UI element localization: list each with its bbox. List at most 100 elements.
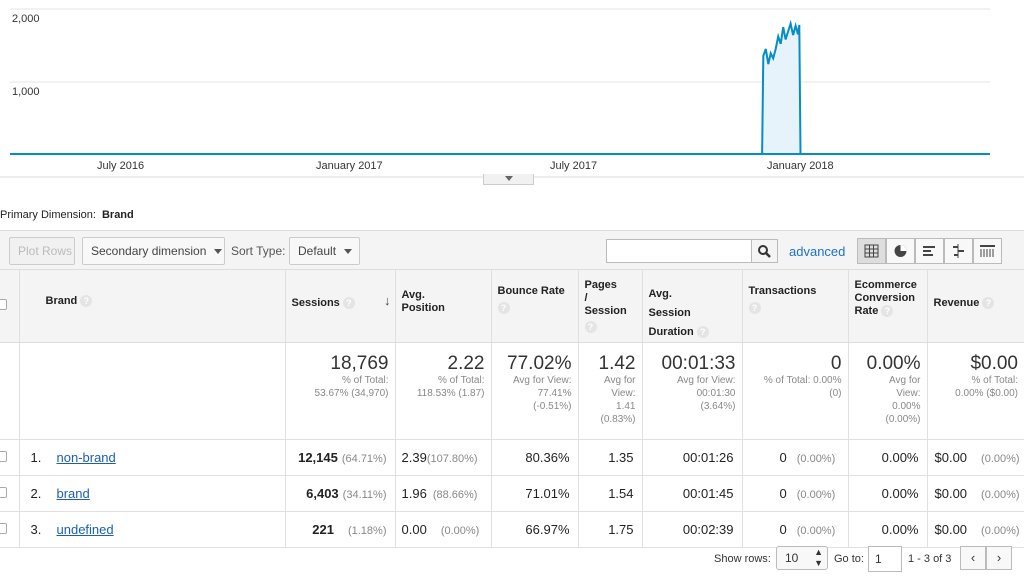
row-index: 1. [30,450,42,465]
total-bounce-rate-sub1: Avg for View: [512,375,572,386]
next-page-button[interactable]: › [986,546,1012,570]
revenue-pct: (0.00%) [981,489,1020,501]
pie-view-button[interactable] [886,238,915,264]
plot-rows-button[interactable]: Plot Rows [9,237,75,265]
pivot-view-button[interactable] [973,238,1002,264]
column-avg-position-label: Avg. Position [401,289,445,314]
show-rows-value: 10 [785,551,799,565]
totals-label-cell [19,342,286,440]
column-ecommerce-conversion-rate[interactable]: Ecommerce Conversion Rate ? [848,270,928,343]
help-icon[interactable]: ? [342,297,355,310]
show-rows-select[interactable]: 10 ▲ ▼ [776,546,828,570]
pagination-bar: Show rows: 10 ▲ ▼ Go to: 1 1 - 3 of 3 ‹ › [0,542,1024,574]
chart-collapse-toggle[interactable] [483,174,534,185]
table-search-input[interactable] [606,239,752,263]
table-row: 2. brand 6,403 (34.11%) 1.96 (88.66%) 71.01… [0,475,1024,512]
total-transactions-sub2: (0) [829,388,842,399]
select-all-checkbox[interactable] [0,299,7,310]
total-conversion-sub3: 0.00% [892,401,921,412]
chevron-right-icon: › [996,550,1002,565]
total-transactions-sub1: % of Total: 0.00% [763,375,842,386]
sessions-chart: 2,000 1,000 July 2016 January 2017 July … [0,8,1024,178]
column-pages-session-label: Pages / Session [584,279,627,317]
primary-dimension-label: Primary Dimension: [0,209,96,221]
comparison-view-button[interactable] [944,238,973,264]
brand-link[interactable]: brand [56,486,90,501]
total-sessions-sub1: % of Total: [341,375,389,386]
revenue-cell: $0.00 (0.00%) [927,439,1024,476]
column-pages-session[interactable]: Pages / Session? [578,270,643,343]
revenue-cell: $0.00 (0.00%) [927,475,1024,512]
total-revenue-sub1: % of Total: [971,375,1018,386]
help-icon[interactable]: ? [881,305,894,318]
column-transactions[interactable]: Transactions? [742,270,849,343]
transactions-pct: (0.00%) [796,453,836,465]
transactions-cell: 0 (0.00%) [742,511,849,548]
total-conversion-sub4: (0.00%) [885,414,921,425]
help-icon[interactable]: ? [982,297,995,310]
help-icon[interactable]: ? [696,326,709,339]
row-checkbox[interactable] [0,523,7,534]
advanced-filter-link[interactable]: advanced [789,244,846,259]
total-duration-sub1: Avg for View: [676,375,736,386]
column-bounce-rate[interactable]: Bounce Rate? [491,270,579,343]
column-bounce-rate-label: Bounce Rate [497,285,565,297]
row-checkbox[interactable] [0,451,7,462]
row-index: 2. [30,486,42,501]
row-select-cell [0,439,20,476]
help-icon[interactable]: ? [80,295,93,308]
column-brand[interactable]: Brand ? [19,270,286,343]
sessions-pct: (34.11%) [342,489,387,501]
avg-position-pct: (107.80%) [426,453,478,465]
brand-cell: 1. non-brand [19,439,286,476]
search-button[interactable] [751,239,778,263]
total-avg-position-sub1: % of Total: [437,375,485,386]
table-view-button[interactable] [857,238,886,264]
total-conversion-sub1: Avg for [889,375,921,386]
primary-dimension: Primary Dimension: Brand [0,209,134,221]
avg-position-cell: 2.39(107.80%) [395,439,492,476]
total-duration-sub3: (3.64%) [700,401,736,412]
row-checkbox[interactable] [0,487,7,498]
brand-link[interactable]: undefined [56,522,114,537]
sessions-cell: 221 (1.18%) [285,511,396,548]
x-label-january-2018: January 2018 [767,160,834,172]
help-icon[interactable]: ? [584,321,597,333]
revenue-value: $0.00 [934,486,968,501]
brand-link[interactable]: non-brand [56,450,116,465]
previous-page-button[interactable]: ‹ [960,546,986,570]
sort-type-value: Default [298,244,337,258]
help-icon[interactable]: ? [748,302,761,314]
total-revenue-value: $0.00 [970,353,1018,374]
column-sessions[interactable]: Sessions ? ↓ [285,270,396,343]
transactions-pct: (0.00%) [796,489,836,501]
brand-cell: 2. brand [19,475,286,512]
sessions-pct: (1.18%) [347,525,387,537]
totals-empty-cell [0,342,20,440]
column-avg-session-duration[interactable]: Avg. Session Duration ? [642,270,743,343]
transactions-value: 0 [779,486,787,501]
total-sessions-sub2: 53.67% (34,970) [314,388,389,399]
pages-session-cell: 1.54 [578,475,643,512]
duration-cell: 00:01:45 [642,475,743,512]
goto-page-input[interactable]: 1 [868,546,902,572]
column-revenue[interactable]: Revenue ? [927,270,1024,343]
avg-position-cell: 1.96 (88.66%) [395,475,492,512]
primary-dimension-value[interactable]: Brand [101,209,134,221]
total-conversion-sub2: View: [896,388,921,399]
performance-view-button[interactable] [915,238,944,264]
sessions-value: 6,403 [306,486,339,501]
x-label-july-2016: July 2016 [97,160,144,172]
total-revenue: $0.00% of Total: 0.00% ($0.00) [927,342,1024,440]
sort-type-label: Sort Type: [231,244,286,258]
select-all-column [0,270,20,343]
revenue-value: $0.00 [934,522,968,537]
total-sessions: 18,769% of Total: 53.67% (34,970) [285,342,396,440]
secondary-dimension-dropdown[interactable]: Secondary dimension [82,237,225,265]
column-avg-position[interactable]: Avg. Position [395,270,492,343]
row-index: 3. [30,522,42,537]
column-sessions-label: Sessions [291,297,340,309]
help-icon[interactable]: ? [497,302,510,314]
sort-type-dropdown[interactable]: Default [289,237,360,265]
grid-icon [864,244,879,258]
